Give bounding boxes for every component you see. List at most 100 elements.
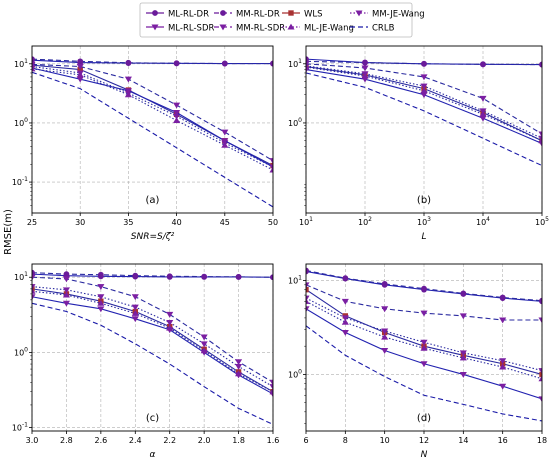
data-point	[539, 297, 542, 304]
series-line	[32, 302, 273, 425]
data-point	[499, 317, 507, 324]
x-tick-label: 35	[123, 218, 133, 227]
data-point	[62, 287, 70, 294]
data-point	[538, 368, 542, 374]
data-point	[538, 375, 542, 382]
legend-label: MM-RL-DR	[236, 10, 280, 20]
panel-label: (d)	[417, 413, 431, 424]
data-point	[97, 299, 105, 306]
plot-frame	[305, 263, 543, 432]
legend-marker	[355, 10, 363, 17]
series-line	[32, 272, 273, 278]
data-point	[269, 166, 273, 173]
data-point	[32, 56, 35, 63]
x-tick-label: 2.6	[94, 436, 107, 445]
x-tick-label: 3.0	[26, 436, 39, 445]
series-group	[306, 56, 542, 167]
data-point	[341, 298, 349, 305]
data-point	[420, 87, 428, 94]
x-tick-label: 103	[417, 216, 431, 227]
panel-label: (c)	[146, 413, 159, 424]
data-point	[173, 102, 181, 109]
data-point	[306, 295, 310, 302]
data-point	[420, 361, 428, 368]
data-point	[62, 291, 70, 298]
data-point	[381, 347, 389, 354]
series-line	[32, 276, 273, 383]
data-point	[221, 60, 228, 67]
data-point	[459, 354, 467, 361]
data-point	[499, 383, 507, 390]
data-point	[269, 379, 273, 386]
data-point	[32, 274, 36, 281]
y-tick-label: 10-1	[12, 176, 28, 187]
data-point	[62, 276, 70, 283]
data-point	[173, 60, 180, 67]
data-point	[269, 384, 273, 391]
legend-marker	[287, 23, 295, 30]
series-line	[306, 60, 542, 66]
data-point	[235, 370, 243, 377]
data-point	[499, 294, 506, 301]
legend-item: MM-JE-Wang	[350, 10, 425, 20]
y-tick-label: 101	[14, 58, 28, 69]
panel-label: (a)	[146, 195, 160, 206]
data-point	[221, 129, 229, 136]
data-point	[166, 311, 174, 318]
series-line	[32, 296, 273, 395]
series-line	[306, 72, 542, 167]
x-tick-label: 2.8	[60, 436, 73, 445]
y-tick-label: 100	[14, 117, 28, 128]
data-point	[381, 281, 388, 287]
data-point	[132, 272, 139, 279]
series-line	[32, 67, 273, 168]
data-point	[131, 304, 139, 311]
data-point	[538, 317, 542, 324]
data-point	[381, 333, 389, 340]
y-tick-label: 101	[288, 275, 302, 286]
data-point	[63, 271, 70, 278]
legend-item: WLS	[282, 10, 323, 20]
legend-item: ML-RL-SDR	[146, 24, 214, 34]
y-tick-label: 100	[288, 117, 302, 128]
data-point	[420, 339, 428, 346]
plot-frame	[31, 45, 274, 214]
x-tick-label: 16	[498, 436, 508, 445]
data-point	[221, 138, 229, 145]
legend-item: ML-RL-DR	[146, 10, 209, 20]
x-tick-label: 40	[172, 218, 182, 227]
data-point	[361, 72, 369, 79]
data-point	[538, 137, 542, 144]
data-point	[306, 61, 310, 68]
data-point	[32, 287, 36, 294]
series-group	[306, 267, 542, 422]
data-point	[539, 61, 542, 68]
legend-marker	[151, 24, 159, 31]
x-tick-label: 2.4	[129, 436, 142, 445]
chart-panel: 101 102 103 104 105 100 101 (b) L	[288, 45, 549, 242]
x-axis-label: SNR=S/ζ²	[131, 232, 175, 242]
chart-panel: 3.0 2.8 2.6 2.4 2.2 2.0 1.8 1.6 10-1 100 101 (c) α	[12, 263, 280, 460]
data-point	[421, 285, 427, 292]
legend-label: ML-RL-SDR	[168, 24, 214, 34]
series-line	[306, 325, 542, 422]
data-point	[200, 334, 208, 341]
x-tick-label: 1.6	[267, 436, 280, 445]
data-point	[269, 164, 273, 171]
data-point	[381, 306, 389, 313]
x-axis-label: L	[421, 232, 426, 242]
legend-item: MM-RL-SDR	[214, 24, 285, 34]
data-point	[32, 294, 36, 301]
data-point	[124, 76, 132, 83]
data-point	[173, 110, 181, 116]
data-point	[306, 63, 310, 70]
legend-label: MM-JE-Wang	[372, 10, 425, 20]
data-point	[97, 284, 105, 291]
data-point	[362, 59, 368, 66]
series-line	[32, 63, 273, 162]
data-point	[131, 294, 139, 301]
x-tick-label: 6	[303, 436, 308, 445]
plot-frame	[305, 45, 543, 214]
data-point	[235, 359, 243, 366]
